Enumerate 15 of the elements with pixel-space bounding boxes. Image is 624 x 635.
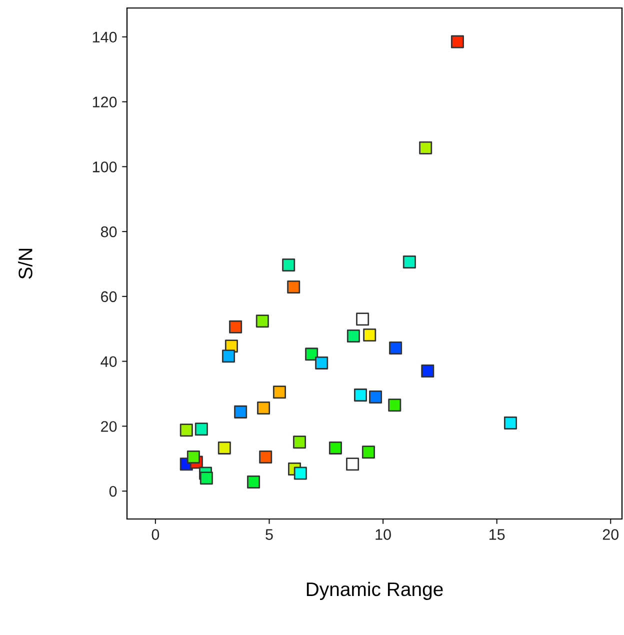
- x-tick-label: 5: [266, 529, 273, 540]
- x-axis-title: Dynamic Range: [306, 582, 443, 600]
- x-tick-label: 15: [489, 529, 505, 540]
- y-tick-label: 60: [101, 291, 117, 302]
- y-tick-label: 0: [109, 486, 117, 497]
- y-tick-label: 40: [100, 356, 117, 368]
- y-axis-title: S/N: [18, 248, 32, 279]
- y-tick-label: 140: [92, 32, 117, 43]
- x-tick-label: 0: [152, 529, 160, 540]
- y-tick-label: 100: [92, 162, 117, 172]
- y-tick-label: 120: [92, 96, 117, 108]
- x-tick-label: 20: [602, 529, 619, 540]
- y-tick-label: 20: [101, 421, 117, 432]
- y-tick-label: 80: [100, 226, 117, 238]
- x-tick-label: 10: [376, 529, 391, 540]
